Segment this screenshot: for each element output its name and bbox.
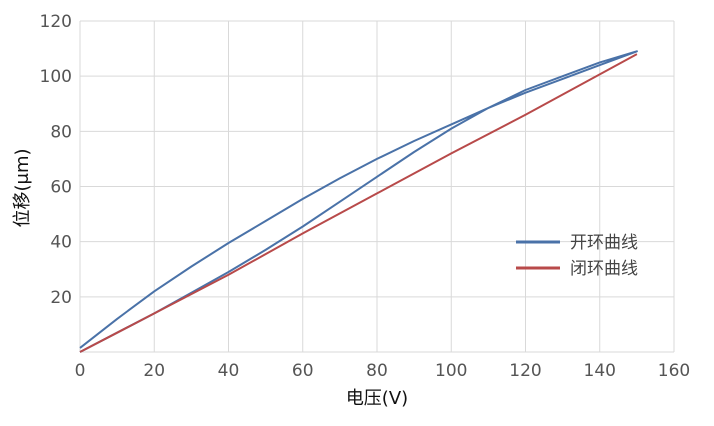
y-tick-label: 20 [50, 288, 72, 308]
series-line-1 [79, 50, 638, 353]
x-tick-label: 60 [292, 361, 314, 381]
y-tick-label: 80 [50, 122, 72, 142]
x-tick-label: 140 [584, 361, 616, 381]
legend-label-1: 开环曲线 [570, 233, 638, 253]
x-tick-label: 20 [143, 361, 165, 381]
y-tick-label: 100 [40, 67, 72, 87]
x-tick-label: 0 [75, 361, 86, 381]
x-tick-label: 40 [218, 361, 240, 381]
x-axis-title: 电压(V) [346, 388, 408, 409]
x-axis-ticks: 0 20 40 60 80 100 120 140 160 [75, 361, 691, 381]
x-tick-label: 100 [435, 361, 467, 381]
series-line-2 [79, 53, 638, 353]
x-tick-label: 120 [509, 361, 541, 381]
grid-lines [79, 20, 675, 353]
y-tick-label: 60 [50, 178, 72, 198]
y-axis-ticks: 20 40 60 80 100 120 [40, 12, 72, 308]
legend-label-2: 闭环曲线 [570, 259, 638, 279]
x-tick-label: 80 [366, 361, 388, 381]
series-lines [79, 50, 638, 353]
y-tick-label: 120 [40, 12, 72, 32]
x-tick-label: 160 [658, 361, 690, 381]
y-axis-title: 位移(μm) [12, 148, 33, 227]
y-tick-label: 40 [50, 233, 72, 253]
